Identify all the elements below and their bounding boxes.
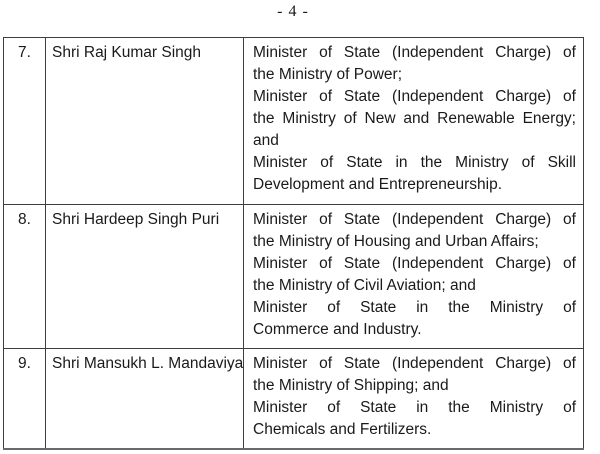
serial-number: 9.: [3, 348, 46, 449]
minister-name: Shri Mansukh L. Mandaviya: [45, 348, 244, 449]
portfolio-cell: Minister of State (Independent Charge) o…: [243, 37, 584, 205]
portfolio-line: Chemicals and Fertilizers.: [253, 421, 432, 438]
portfolio-line: the Ministry of Civil Aviation; and: [253, 277, 476, 294]
page-number: - 4 -: [277, 3, 309, 20]
portfolio-cell: Minister of State (Independent Charge) o…: [243, 204, 584, 349]
portfolio-line: Minister of State in the Ministry of: [253, 299, 576, 316]
portfolio-line: Minister of State in the Ministry of Ski…: [253, 154, 576, 171]
minister-name: Shri Raj Kumar Singh: [45, 37, 244, 205]
portfolio-line: and: [253, 132, 279, 149]
portfolio-line: Minister of State (Independent Charge) o…: [253, 44, 576, 61]
ministers-portfolio-table: 7. Shri Raj Kumar Singh Minister of Stat…: [3, 37, 584, 450]
portfolio-line: Minister of State (Independent Charge) o…: [253, 355, 576, 372]
table-row: 8. Shri Hardeep Singh Puri Minister of S…: [3, 204, 584, 349]
portfolio-line: the Ministry of Shipping; and: [253, 377, 449, 394]
portfolio-line: Minister of State (Independent Charge) o…: [253, 88, 576, 105]
portfolio-cell: Minister of State (Independent Charge) o…: [243, 348, 584, 449]
serial-number: 8.: [3, 204, 46, 349]
portfolio-line: Development and Entrepreneurship.: [253, 176, 503, 193]
minister-name: Shri Hardeep Singh Puri: [45, 204, 244, 349]
portfolio-line: the Ministry of Housing and Urban Affair…: [253, 233, 539, 250]
table-row: 7. Shri Raj Kumar Singh Minister of Stat…: [3, 37, 584, 205]
table-row: 9. Shri Mansukh L. Mandaviya Minister of…: [3, 348, 584, 449]
portfolio-line: Minister of State (Independent Charge) o…: [253, 255, 576, 272]
portfolio-line: Minister of State in the Ministry of: [253, 399, 576, 416]
portfolio-line: Commerce and Industry.: [253, 321, 422, 338]
portfolio-line: Minister of State (Independent Charge) o…: [253, 211, 576, 228]
portfolio-line: the Ministry of New and Renewable Energy…: [253, 110, 576, 127]
serial-number: 7.: [3, 37, 46, 205]
portfolio-line: the Ministry of Power;: [253, 66, 403, 83]
